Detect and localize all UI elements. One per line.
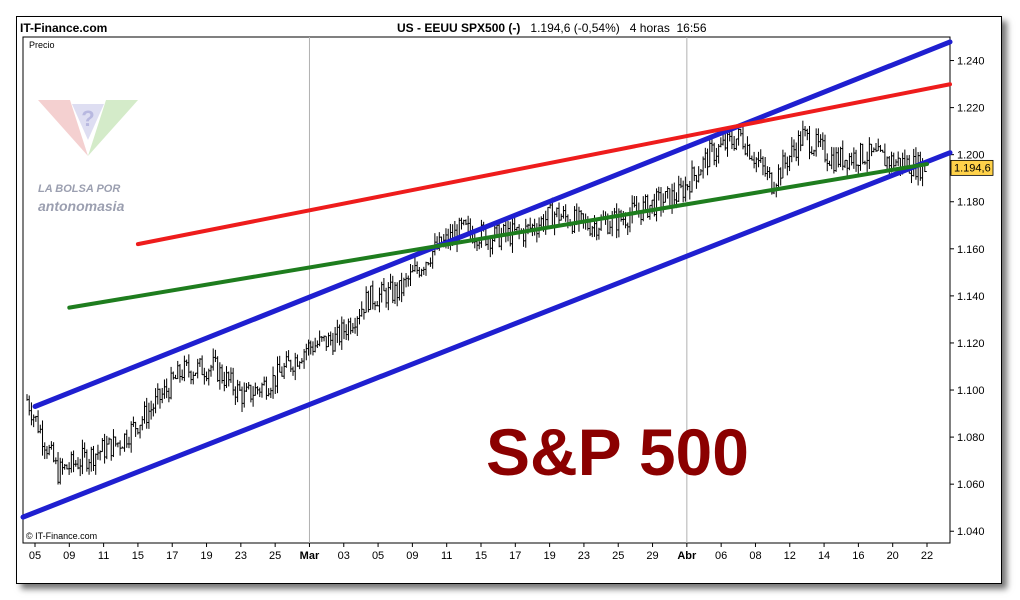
y-tick-label: 1.120 [957, 338, 985, 350]
y-tick-label: 1.080 [957, 432, 985, 444]
x-tick-label: 09 [406, 550, 418, 562]
logo-green-wing [88, 100, 138, 156]
price-change: 1.194,6 (-0,54%) [530, 21, 620, 35]
x-tick-label: 17 [166, 550, 178, 562]
x-tick-label: 15 [475, 550, 487, 562]
x-tick-label: 05 [372, 550, 384, 562]
x-tick-label: 20 [887, 550, 899, 562]
resistance-line [135, 82, 952, 247]
x-tick-label: 19 [543, 550, 555, 562]
x-tick-label: 17 [509, 550, 521, 562]
x-tick-label: 05 [29, 550, 41, 562]
x-tick-label: 08 [749, 550, 761, 562]
x-tick-label: 16 [852, 550, 864, 562]
channel-lower-line [20, 150, 953, 520]
site-name: IT-Finance.com [20, 21, 108, 35]
instrument-header: US - EEUU SPX500 (-) 1.194,6 (-0,54%) 4 … [397, 21, 707, 35]
x-tick-label: 25 [269, 550, 281, 562]
x-tick-label: 25 [612, 550, 624, 562]
watermark-line2: antonomasia [38, 198, 125, 214]
x-tick-label: 23 [578, 550, 590, 562]
x-tick-label: 03 [338, 550, 350, 562]
logo-center [72, 104, 104, 140]
instrument-symbol: US - EEUU SPX500 (-) [397, 21, 521, 35]
y-axis-label: Precio [29, 40, 55, 50]
y-tick-label: 1.140 [957, 291, 985, 303]
timestamp: 16:56 [676, 21, 707, 35]
x-axis: 05 09 11 15 17 19 23 25 Mar 03 05 09 11 15 17 19 23 25 29 A… [29, 543, 933, 562]
y-tick-label: 1.180 [957, 197, 985, 209]
channel-upper-line [32, 39, 953, 409]
y-tick-label: 1.040 [957, 526, 985, 538]
trend-lines [20, 39, 953, 520]
copyright: © IT-Finance.com [26, 531, 98, 541]
x-tick-label: 09 [63, 550, 75, 562]
logo-red-wing [38, 100, 88, 156]
x-tick-label: Mar [300, 550, 320, 562]
question-mark-icon: ? [81, 106, 94, 131]
x-tick-label: 29 [646, 550, 658, 562]
chart-title: S&P 500 [486, 415, 749, 489]
support-line [67, 162, 929, 310]
x-tick-label: 06 [715, 550, 727, 562]
y-tick-label: 1.220 [957, 103, 985, 115]
x-tick-label: 19 [200, 550, 212, 562]
last-price-label: 1.194,6 [950, 159, 994, 176]
y-axis: 1.040 1.060 1.080 1.100 1.120 1.140 1.160 1.180… [950, 56, 985, 538]
last-price-text: 1.194,6 [954, 162, 991, 174]
y-tick-label: 1.200 [957, 150, 985, 162]
x-tick-label: 23 [235, 550, 247, 562]
watermark-line1: LA BOLSA POR [38, 183, 120, 195]
watermark-logo: ? LA BOLSA POR antonomasia [38, 100, 138, 214]
x-tick-label: 15 [132, 550, 144, 562]
x-tick-label: 14 [818, 550, 830, 562]
x-tick-label: Abr [677, 550, 697, 562]
last-price-box [950, 159, 994, 176]
grid-layer [308, 37, 688, 543]
x-tick-label: 12 [784, 550, 796, 562]
y-tick-label: 1.060 [957, 479, 985, 491]
y-tick-label: 1.160 [957, 244, 985, 256]
timeframe: 4 horas [629, 21, 670, 35]
x-tick-label: 11 [98, 550, 109, 562]
y-tick-label: 1.100 [957, 385, 985, 397]
x-tick-label: 11 [441, 550, 452, 562]
y-tick-label: 1.240 [957, 56, 985, 68]
x-tick-label: 22 [921, 550, 933, 562]
